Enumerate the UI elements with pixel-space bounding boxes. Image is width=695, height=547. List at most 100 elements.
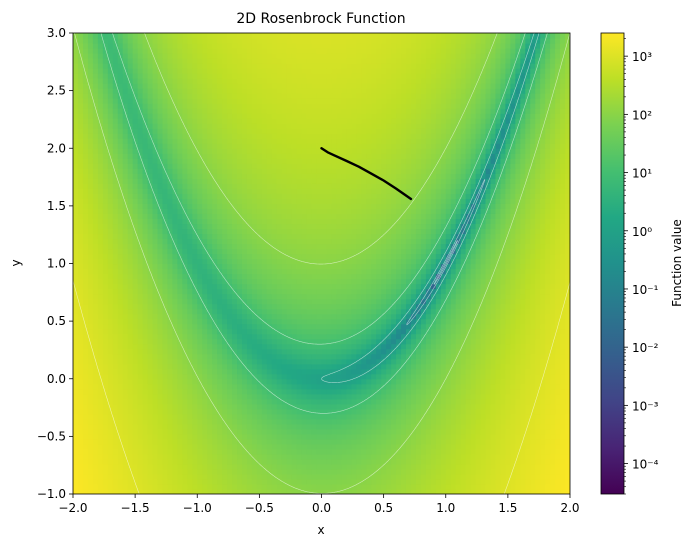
heatmap-cell (271, 453, 278, 460)
heatmap-cell (92, 483, 99, 490)
heatmap-cell (271, 433, 278, 440)
heatmap-cell (162, 473, 169, 480)
heatmap-cell (266, 303, 273, 310)
heatmap-cell (217, 303, 223, 310)
heatmap-cell (73, 433, 79, 440)
heatmap-cell (291, 338, 298, 345)
heatmap-cell (241, 353, 248, 360)
heatmap-cell (127, 458, 134, 465)
heatmap-cell (246, 268, 253, 275)
heatmap-cell (420, 338, 427, 345)
heatmap-cell (485, 428, 492, 435)
heatmap-cell (82, 478, 89, 485)
heatmap-cell (530, 488, 536, 494)
heatmap-cell (510, 258, 516, 265)
heatmap-cell (152, 248, 159, 255)
heatmap-cell (321, 438, 328, 445)
heatmap-cell (515, 413, 521, 420)
heatmap-cell (490, 438, 497, 445)
heatmap-cell (112, 283, 119, 290)
heatmap-cell (336, 458, 342, 465)
heatmap-cell (162, 463, 169, 470)
heatmap-cell (336, 243, 342, 250)
heatmap-cell (351, 393, 357, 400)
heatmap-cell (132, 353, 139, 360)
heatmap-cell (197, 413, 203, 420)
heatmap-cell (565, 253, 570, 260)
heatmap-cell (147, 333, 154, 340)
heatmap-cell (331, 378, 338, 385)
heatmap-cell (341, 398, 347, 405)
heatmap-cell (77, 418, 84, 425)
heatmap-cell (490, 308, 497, 315)
heatmap-cell (162, 453, 169, 460)
heatmap-cell (117, 273, 124, 280)
heatmap-cell (241, 318, 248, 325)
heatmap-cell (237, 333, 243, 340)
heatmap-cell (157, 453, 164, 460)
heatmap-cell (465, 413, 472, 420)
heatmap-cell (520, 288, 526, 295)
heatmap-cell (336, 438, 342, 445)
heatmap-cell (555, 438, 561, 445)
heatmap-cell (142, 263, 149, 270)
heatmap-cell (530, 333, 536, 340)
heatmap-cell (530, 293, 536, 300)
heatmap-cell (396, 263, 402, 270)
heatmap-cell (326, 338, 333, 345)
heatmap-cell (182, 398, 188, 405)
heatmap-cell (117, 438, 124, 445)
heatmap-cell (321, 258, 328, 265)
heatmap-cell (281, 443, 288, 450)
heatmap-cell (177, 298, 183, 305)
heatmap-cell (545, 478, 551, 485)
heatmap-cell (167, 248, 173, 255)
heatmap-cell (505, 243, 511, 250)
heatmap-cell (227, 443, 233, 450)
heatmap-cell (475, 488, 482, 494)
heatmap-cell (470, 408, 477, 415)
heatmap-cell (261, 358, 268, 365)
heatmap-cell (485, 333, 492, 340)
heatmap-cell (132, 463, 139, 470)
heatmap-cell (187, 438, 193, 445)
heatmap-cell (391, 338, 397, 345)
heatmap-cell (187, 243, 193, 250)
heatmap-cell (77, 443, 84, 450)
heatmap-cell (435, 378, 442, 385)
heatmap-cell (565, 308, 570, 315)
heatmap-cell (485, 443, 492, 450)
heatmap-cell (127, 308, 134, 315)
heatmap-cell (137, 488, 144, 494)
heatmap-cell (202, 453, 208, 460)
heatmap-cell (202, 338, 208, 345)
heatmap-cell (107, 433, 114, 440)
heatmap-cell (391, 468, 397, 475)
heatmap-cell (77, 328, 84, 335)
heatmap-cell (430, 488, 437, 494)
heatmap-cell (276, 453, 283, 460)
heatmap-cell (157, 433, 164, 440)
heatmap-cell (545, 413, 551, 420)
heatmap-cell (306, 488, 313, 494)
heatmap-cell (381, 393, 387, 400)
heatmap-cell (560, 308, 566, 315)
heatmap-cell (540, 248, 546, 255)
heatmap-cell (346, 253, 352, 260)
heatmap-cell (207, 488, 213, 494)
heatmap-cell (550, 373, 556, 380)
heatmap-cell (435, 443, 442, 450)
heatmap-cell (286, 418, 293, 425)
heatmap-cell (87, 403, 94, 410)
heatmap-cell (177, 258, 183, 265)
heatmap-cell (192, 483, 198, 490)
heatmap-cell (450, 263, 457, 270)
heatmap-cell (107, 383, 114, 390)
heatmap-cell (455, 323, 462, 330)
heatmap-cell (222, 248, 228, 255)
heatmap-cell (316, 338, 323, 345)
heatmap-cell (550, 383, 556, 390)
heatmap-cell (475, 283, 482, 290)
heatmap-cell (505, 278, 511, 285)
heatmap-cell (415, 473, 422, 480)
